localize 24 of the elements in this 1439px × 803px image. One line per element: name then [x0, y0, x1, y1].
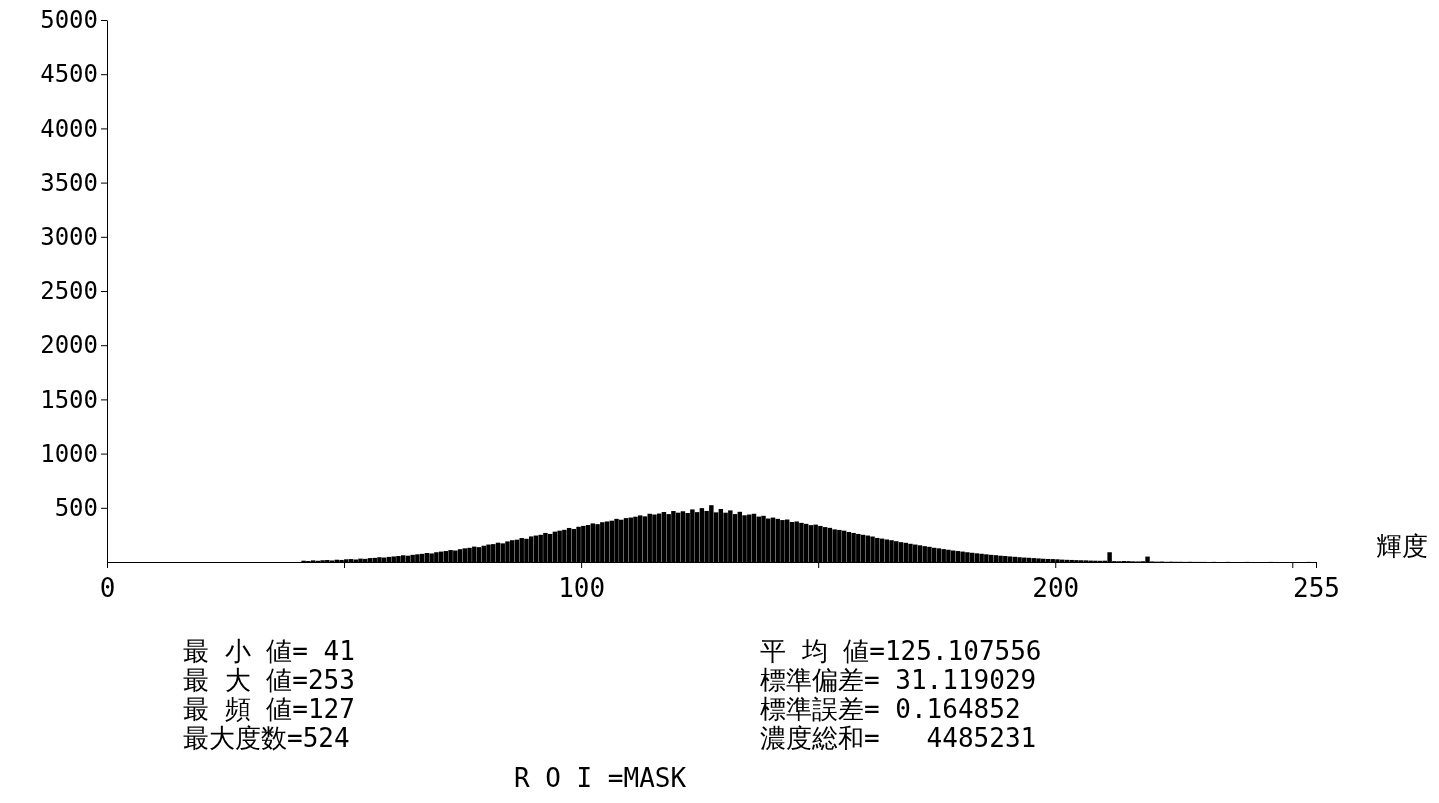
text: 最 大 値=253 [183, 665, 355, 695]
y-tick-label: 500 [54, 493, 98, 522]
y-tick-label: 3500 [40, 168, 98, 197]
text: 最 小 値= 41 [183, 636, 355, 666]
y-tick-label: 4000 [40, 114, 98, 143]
y-tick-label: 2500 [40, 277, 98, 306]
y-tick-label: 1000 [40, 439, 98, 468]
text: 平 均 値=125.107556 [760, 636, 1042, 666]
x-tick-label: 200 [1032, 573, 1080, 603]
y-tick-label: 4500 [40, 60, 98, 89]
text: 標準誤差= 0.164852 [760, 694, 1021, 724]
y-tick-label: 1500 [40, 385, 98, 414]
y-tick-label: 5000 [40, 6, 98, 35]
text: 最大度数=524 [183, 723, 350, 753]
text: 標準偏差= 31.119029 [760, 665, 1037, 695]
x-tick-label: 255 [1293, 573, 1340, 603]
y-tick-label: 2000 [40, 331, 98, 360]
x-tick-label: 0 [99, 573, 116, 603]
x-tick-label: 100 [558, 573, 606, 603]
text: 最 頻 値=127 [183, 694, 355, 724]
y-tick-label: 3000 [40, 222, 98, 251]
x-axis-title: 輝度 [1376, 531, 1428, 561]
text: R O I =MASK [513, 763, 687, 793]
text: 濃度総和= 4485231 [760, 723, 1037, 753]
